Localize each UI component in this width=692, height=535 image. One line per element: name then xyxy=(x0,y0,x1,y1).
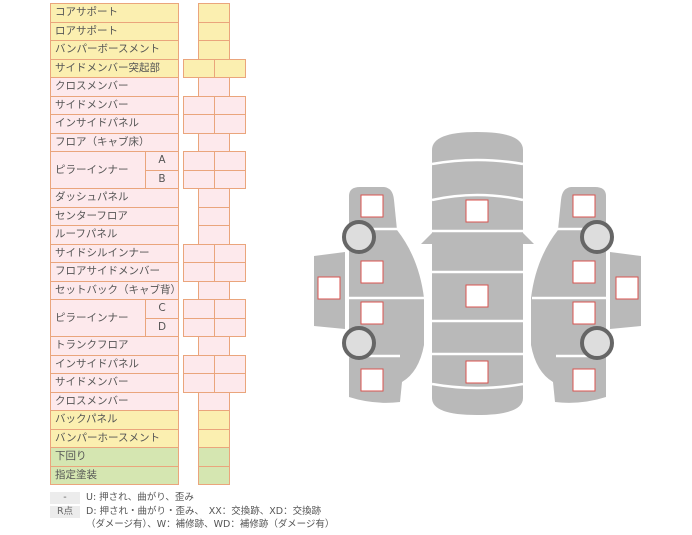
row-label: クロスメンバー xyxy=(50,77,179,97)
row-label: 指定塗装 xyxy=(50,465,179,485)
check-cell-right[interactable] xyxy=(214,169,246,189)
row-label: ピラーインナー xyxy=(50,299,146,337)
row-label: サイドシルインナー xyxy=(50,243,179,263)
mirror-right xyxy=(523,233,534,244)
damage-marker-box[interactable] xyxy=(572,301,596,325)
damage-marker-box[interactable] xyxy=(465,360,489,384)
damage-marker-box[interactable] xyxy=(360,368,384,392)
wheel-icon xyxy=(342,326,376,360)
wheels xyxy=(342,220,614,360)
row-label: サイドメンバー突起部 xyxy=(50,58,179,78)
check-cell-right[interactable] xyxy=(214,58,246,78)
wheel-icon xyxy=(580,220,614,254)
check-cell-right[interactable] xyxy=(214,262,246,282)
legend-key: R点 xyxy=(50,506,80,518)
damage-marker-box[interactable] xyxy=(465,199,489,223)
row-label: センターフロア xyxy=(50,206,179,226)
legend-text: D: 押され・曲がり・歪み、 XX：交換跡、XD：交換跡 xyxy=(86,506,322,517)
legend-text: U: 押され、曲がり、歪み xyxy=(86,492,194,503)
row-label: バンパーホースメント xyxy=(50,428,179,448)
check-cell[interactable] xyxy=(198,465,230,485)
row-sub-label: C xyxy=(145,299,179,319)
check-cell-right[interactable] xyxy=(214,373,246,393)
mirror-left xyxy=(421,233,432,244)
damage-marker-box[interactable] xyxy=(572,260,596,284)
legend-key: - xyxy=(50,492,80,504)
legend-text: （ダメージ有）、W：補修跡、WD：補修跡（ダメージ有） xyxy=(86,519,335,530)
damage-marker-box[interactable] xyxy=(360,260,384,284)
car-top-view xyxy=(432,132,523,415)
damage-marker-box[interactable] xyxy=(360,194,384,218)
row-sub-label: A xyxy=(145,151,179,171)
row-label: バックパネル xyxy=(50,410,179,430)
check-cell-right[interactable] xyxy=(214,317,246,337)
wheel-icon xyxy=(580,326,614,360)
row-label: ピラーインナー xyxy=(50,151,146,189)
damage-marker-box[interactable] xyxy=(615,276,639,300)
wheel-icon xyxy=(342,220,376,254)
damage-marker-box[interactable] xyxy=(360,301,384,325)
damage-marker-box[interactable] xyxy=(317,276,341,300)
damage-marker-box[interactable] xyxy=(572,194,596,218)
row-label: フロアサイドメンバー xyxy=(50,262,179,282)
row-label: サイドメンバー xyxy=(50,95,179,115)
car-left-side xyxy=(349,187,424,403)
check-cell-right[interactable] xyxy=(214,114,246,134)
damage-marker-box[interactable] xyxy=(572,368,596,392)
row-label: バンパーボースメント xyxy=(50,40,179,60)
damage-marker-box[interactable] xyxy=(465,284,489,308)
row-label: クロスメンバー xyxy=(50,391,179,411)
row-label: インサイドパネル xyxy=(50,114,179,134)
row-label: フロア（キャブ床） xyxy=(50,132,179,152)
